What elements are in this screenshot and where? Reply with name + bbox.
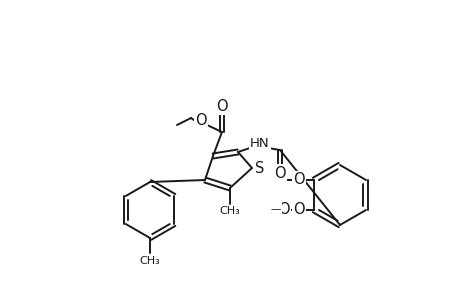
Text: CH₃: CH₃ xyxy=(140,256,160,266)
Text: HN: HN xyxy=(250,136,269,149)
Text: S: S xyxy=(255,160,264,175)
Text: CH₃: CH₃ xyxy=(219,206,240,216)
Text: O: O xyxy=(274,166,285,181)
Text: O: O xyxy=(195,112,207,128)
Text: O: O xyxy=(292,172,304,188)
Text: O: O xyxy=(292,202,304,217)
Text: —: — xyxy=(270,204,280,214)
Text: O: O xyxy=(216,98,227,113)
Text: O: O xyxy=(278,202,289,217)
